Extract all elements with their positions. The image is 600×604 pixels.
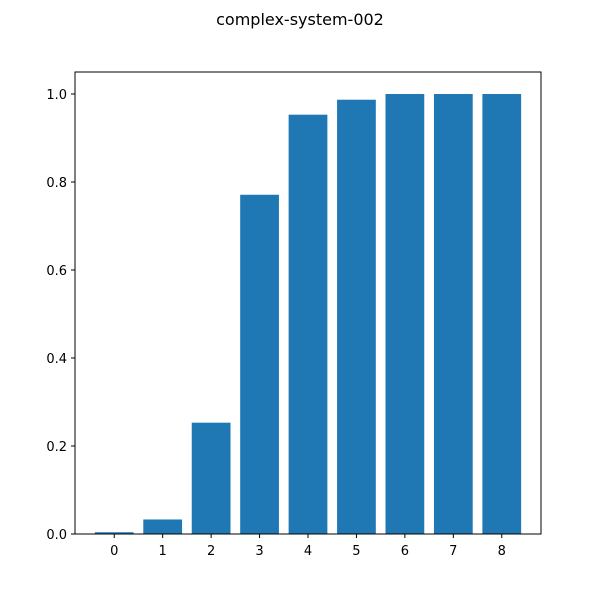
- x-tick-label: 6: [401, 544, 409, 559]
- plot-frame: [74, 71, 542, 535]
- chart-title: complex-system-002: [216, 10, 384, 29]
- bars-group: [94, 94, 522, 535]
- bar-8: [482, 94, 522, 534]
- bar-2: [191, 422, 231, 534]
- y-axis: 0.0 0.2 0.4 0.6 0.8 1.0: [46, 88, 75, 543]
- x-tick-label: 3: [255, 544, 263, 559]
- bar-0: [94, 532, 134, 534]
- bar-1: [143, 519, 183, 534]
- bar-4: [288, 114, 328, 535]
- y-tick-label: 0.0: [46, 528, 67, 543]
- y-tick-label: 1.0: [46, 88, 67, 103]
- x-tick-label: 1: [159, 544, 167, 559]
- bar-7: [433, 94, 473, 534]
- x-tick-label: 4: [304, 544, 312, 559]
- y-tick-label: 0.4: [46, 352, 67, 367]
- x-tick-label: 8: [498, 544, 506, 559]
- x-tick-label: 2: [207, 544, 215, 559]
- x-axis: 0 1 2 3 4 5 6 7 8: [110, 534, 506, 559]
- y-tick-label: 0.6: [46, 264, 67, 279]
- bar-5: [337, 99, 376, 534]
- x-tick-label: 7: [449, 544, 457, 559]
- y-tick-label: 0.2: [46, 440, 67, 455]
- bar-6: [385, 94, 425, 534]
- bar-3: [240, 194, 279, 534]
- y-tick-label: 0.8: [46, 176, 67, 191]
- x-tick-label: 5: [352, 544, 360, 559]
- x-tick-label: 0: [110, 544, 118, 559]
